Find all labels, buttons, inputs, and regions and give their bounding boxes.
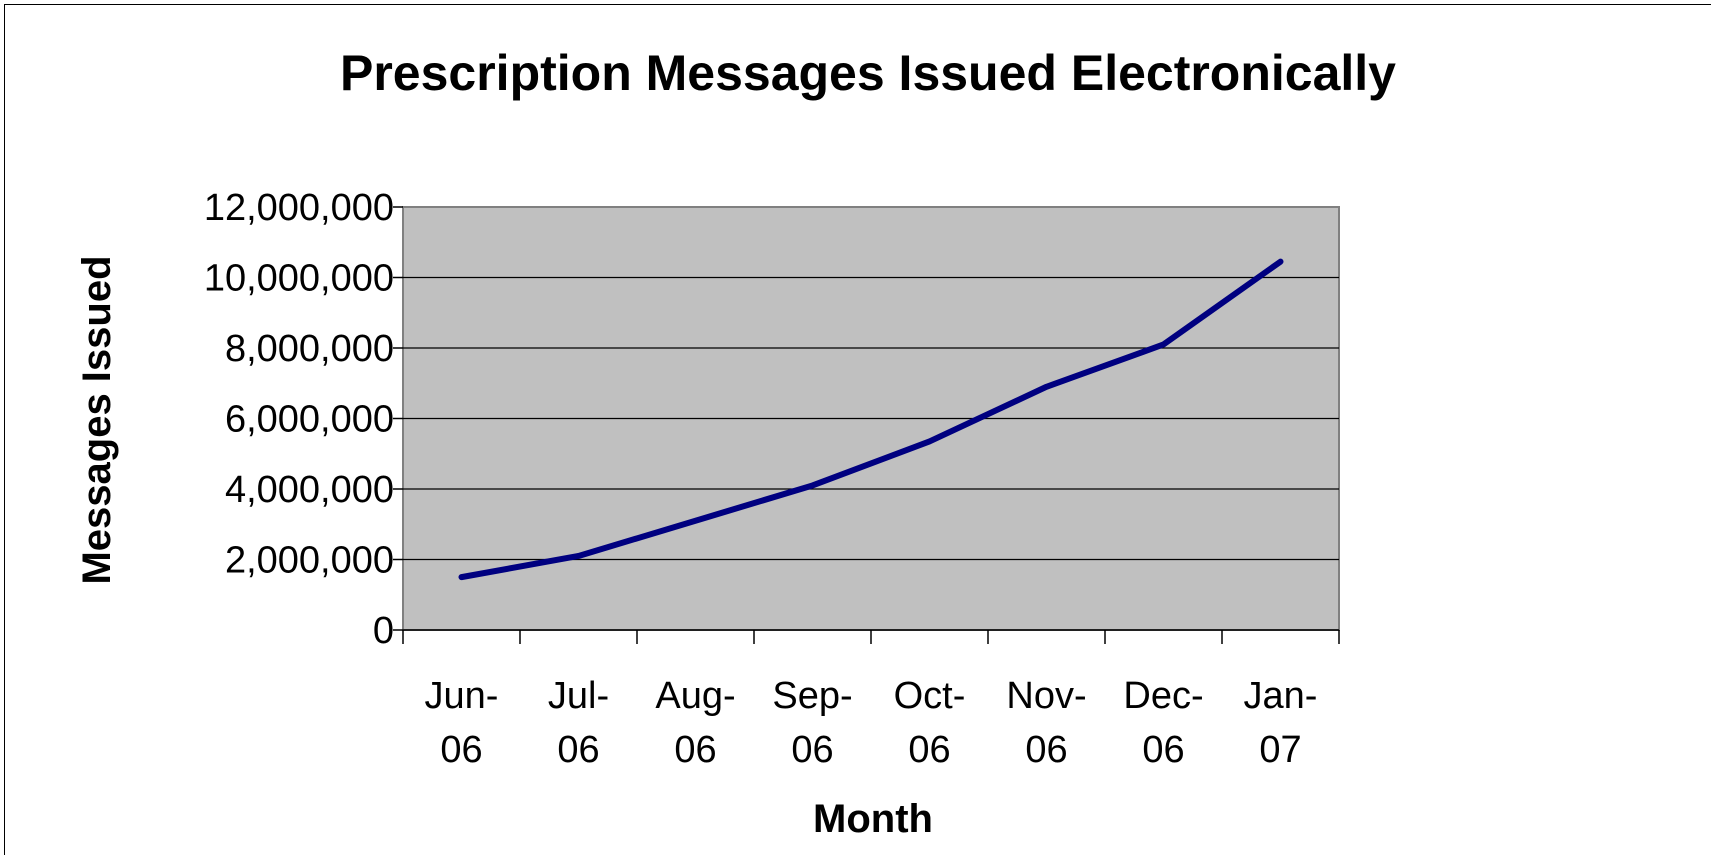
y-tick-label: 0 bbox=[373, 610, 394, 652]
series-line bbox=[458, 258, 1284, 581]
series-layer bbox=[458, 258, 1284, 581]
x-axis-title: Month bbox=[813, 797, 933, 841]
data-point bbox=[459, 575, 464, 580]
y-tick-label: 6,000,000 bbox=[225, 399, 394, 441]
x-tick-label: Sep-06 bbox=[772, 675, 852, 771]
data-point bbox=[810, 483, 815, 488]
data-point bbox=[693, 518, 698, 523]
x-tick-label: Jan-07 bbox=[1244, 675, 1318, 771]
y-tick-label: 8,000,000 bbox=[225, 328, 394, 370]
x-tick-label: Aug-06 bbox=[655, 675, 735, 771]
y-axis-title: Messages Issued bbox=[75, 255, 119, 584]
y-tick-label: 10,000,000 bbox=[204, 258, 394, 300]
x-axis-ticks: Jun-06 Jul-06 Aug-06 Sep-06 Oct-06 Nov-06 Dec-… bbox=[402, 629, 1340, 771]
data-point bbox=[927, 439, 932, 444]
data-point bbox=[1044, 384, 1049, 389]
y-axis-ticks: 0 2,000,000 4,000,000 6,000,000 8,000,000 10,… bbox=[204, 187, 403, 652]
chart-frame bbox=[4, 4, 1711, 855]
y-tick-label: 4,000,000 bbox=[225, 469, 394, 511]
x-tick-label: Oct-06 bbox=[894, 675, 966, 771]
x-tick-label: Jul-06 bbox=[548, 675, 609, 771]
x-tick-label: Dec-06 bbox=[1123, 675, 1203, 771]
data-point bbox=[1161, 342, 1166, 347]
y-tick-label: 2,000,000 bbox=[225, 540, 394, 582]
data-point bbox=[1278, 259, 1283, 264]
x-tick-label: Jun-06 bbox=[425, 675, 499, 771]
chart-title: Prescription Messages Issued Electronica… bbox=[340, 45, 1396, 101]
data-point bbox=[576, 553, 581, 558]
y-tick-label: 12,000,000 bbox=[204, 187, 394, 229]
x-tick-label: Nov-06 bbox=[1006, 675, 1086, 771]
